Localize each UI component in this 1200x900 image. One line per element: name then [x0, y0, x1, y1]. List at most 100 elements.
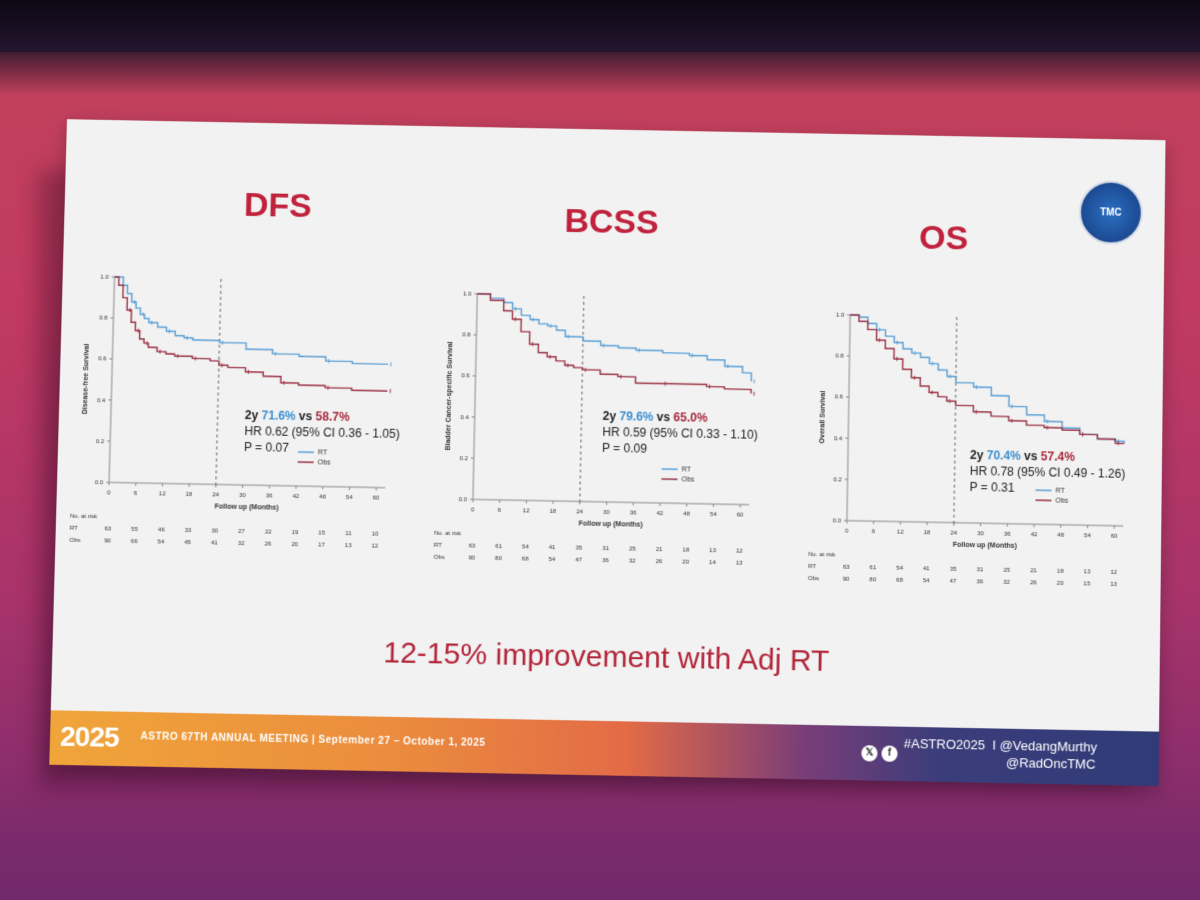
- landmark-line: [215, 279, 223, 487]
- x-tick-label: 36: [630, 510, 637, 516]
- at-risk-row-label: Obs: [434, 555, 445, 561]
- vs-label: vs: [656, 409, 671, 425]
- at-risk-value: 45: [184, 540, 191, 546]
- at-risk-value: 54: [158, 539, 166, 545]
- at-risk-value: 36: [602, 558, 609, 564]
- at-risk-value: 54: [549, 557, 556, 563]
- at-risk-value: 18: [1057, 569, 1064, 575]
- annotation-os: 2y 70.4% vs 57.4% HR 0.78 (95% CI 0.49 -…: [969, 447, 1125, 498]
- at-risk-value: 46: [158, 527, 166, 533]
- x-tick-label: 48: [319, 494, 326, 500]
- x-tick-label: 18: [924, 530, 931, 536]
- at-risk-value: 26: [656, 559, 663, 565]
- separator: I: [992, 737, 997, 753]
- y-tick-label: 0.6: [98, 357, 107, 363]
- two-year-label: 2y: [602, 408, 617, 424]
- at-risk-value: 90: [843, 577, 850, 583]
- series-rt-line: [114, 276, 389, 366]
- year-logo: 2025: [59, 720, 120, 753]
- at-risk-value: 32: [1003, 580, 1010, 586]
- at-risk-value: 47: [950, 579, 957, 585]
- at-risk-value: 15: [318, 530, 325, 536]
- obs-value: 65.0%: [673, 410, 708, 425]
- at-risk-value: 22: [265, 529, 272, 535]
- p-value: P = 0.07: [243, 439, 290, 455]
- x-tick-label: 36: [1004, 532, 1011, 538]
- rt-value: 79.6%: [619, 409, 654, 424]
- at-risk-value: 13: [709, 548, 716, 554]
- at-risk-value: 31: [977, 567, 984, 573]
- hashtag: #ASTRO2025: [903, 735, 986, 753]
- presentation-slide: DFS BCSS OS TMC 0.0 0.2 0.4 0.6 0.8 1.0 0 6 12 18…: [49, 119, 1166, 787]
- y-axis-label: Disease-free Survival: [82, 344, 91, 415]
- y-tick-label: 0.0: [833, 518, 842, 524]
- at-risk-value: 20: [291, 542, 298, 548]
- x-tick-label: 48: [1057, 533, 1064, 539]
- ceiling: [0, 0, 1200, 52]
- y-tick-label: 0.4: [834, 436, 843, 442]
- at-risk-value: 11: [345, 531, 352, 537]
- at-risk-value: 54: [923, 578, 930, 584]
- y-axis-label: Overall Survival: [819, 391, 827, 444]
- meeting-info: ASTRO 67TH ANNUAL MEETING | September 27…: [140, 731, 486, 749]
- y-tick-label: 0.8: [99, 316, 108, 322]
- x-tick-label: 42: [656, 511, 663, 517]
- p-value: P = 0.09: [601, 440, 648, 456]
- x-tick-label: 0: [471, 507, 475, 513]
- at-risk-value: 10: [372, 532, 379, 538]
- x-tick-label: 30: [239, 493, 246, 499]
- x-tick-label: 0: [845, 529, 849, 535]
- two-year-label: 2y: [244, 408, 259, 423]
- km-chart-dfs: 0.0 0.2 0.4 0.6 0.8 1.0 0 6 12 18 24 30 36 42 48 54 60 Fo…: [69, 275, 392, 550]
- legend-label-rt: RT: [1056, 488, 1066, 495]
- at-risk-value: 54: [896, 566, 903, 572]
- x-axis-label: Follow up (Months): [214, 503, 278, 511]
- x-axis: [472, 498, 749, 505]
- at-risk-value: 63: [843, 565, 850, 571]
- legend-label-rt: RT: [682, 467, 692, 474]
- y-tick-label: 0.0: [95, 480, 104, 486]
- at-risk-value: 32: [629, 559, 636, 565]
- x-tick-label: 30: [977, 531, 984, 537]
- landmark-line: [954, 317, 957, 525]
- rt-value: 70.4%: [986, 448, 1021, 463]
- y-tick-label: 1.0: [100, 275, 109, 281]
- handle-2: @RadOncTMC: [1005, 754, 1096, 772]
- at-risk-value: 13: [736, 561, 743, 567]
- at-risk-value: 63: [104, 526, 112, 532]
- y-tick-label: 0.8: [462, 333, 471, 339]
- at-risk-value: 35: [950, 567, 957, 573]
- at-risk-row-label: Obs: [69, 538, 80, 544]
- obs-value: 58.7%: [315, 409, 350, 425]
- x-tick-label: 12: [159, 491, 166, 497]
- at-risk-value: 13: [1110, 582, 1117, 588]
- y-axis: [108, 277, 116, 483]
- at-risk-value: 41: [211, 540, 218, 546]
- x-tick-label: 54: [346, 495, 353, 501]
- x-tick-label: 24: [576, 509, 583, 515]
- legend-label-obs: Obs: [681, 477, 694, 484]
- facebook-icon: f: [881, 745, 898, 762]
- headline: 12-15% improvement with Adj RT: [383, 636, 830, 678]
- at-risk-value: 12: [1110, 570, 1117, 576]
- chart-title-os: OS: [918, 218, 969, 258]
- at-risk-value: 13: [1084, 569, 1091, 575]
- at-risk-label: No. at risk: [808, 552, 835, 559]
- x-tick-label: 24: [212, 492, 219, 498]
- at-risk-value: 63: [469, 543, 476, 549]
- at-risk-value: 36: [976, 579, 983, 585]
- y-tick-label: 0.2: [459, 456, 468, 462]
- annotation-dfs: 2y 71.6% vs 58.7% HR 0.62 (95% CI 0.36 -…: [244, 407, 400, 458]
- y-tick-label: 0.4: [97, 398, 106, 404]
- at-risk-value: 30: [211, 528, 218, 534]
- series-obs-line: [848, 315, 1125, 444]
- y-axis-label: Bladder Cancer-specific Survival: [445, 341, 454, 450]
- at-risk-value: 18: [683, 548, 690, 554]
- p-value: P = 0.31: [969, 479, 1015, 495]
- x-tick-label: 0: [107, 490, 111, 496]
- x-tick-label: 18: [186, 492, 193, 498]
- at-risk-value: 61: [870, 565, 877, 571]
- at-risk-value: 21: [1030, 568, 1037, 574]
- annotation-bcss: 2y 79.6% vs 65.0% HR 0.59 (95% CI 0.33 -…: [602, 408, 758, 459]
